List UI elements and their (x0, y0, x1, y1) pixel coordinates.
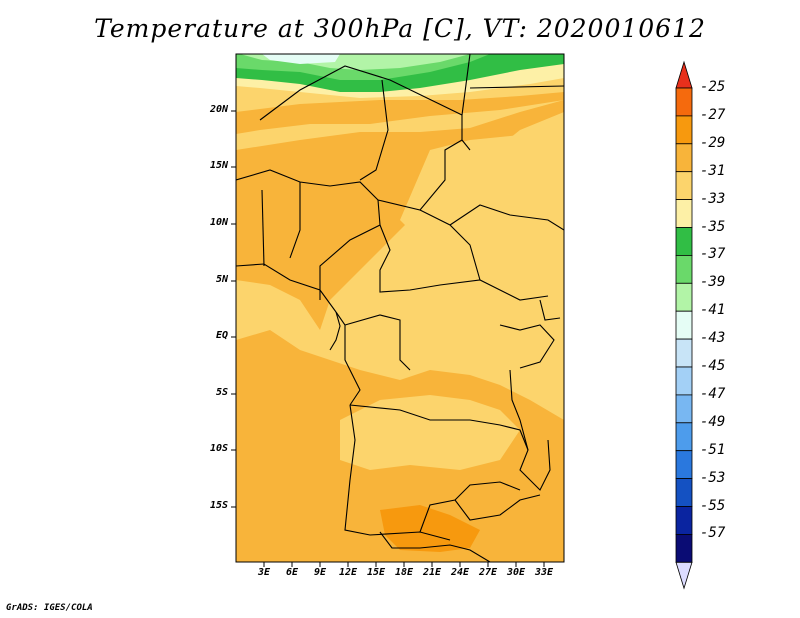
colorbar-box (675, 254, 693, 284)
lat-label: 10S (209, 443, 228, 454)
lon-label: 21E (422, 567, 442, 578)
colorbar-box (675, 115, 693, 145)
plot-title: Temperature at 300hPa [C], VT: 202001061… (94, 14, 706, 43)
lat-label: 5S (215, 387, 228, 398)
lat-label: 15S (209, 500, 228, 511)
lon-label: 12E (338, 567, 358, 578)
colorbar-tick-label: -51 (700, 441, 726, 458)
colorbar-tick-label: -31 (700, 162, 726, 179)
lon-label: 30E (506, 567, 526, 578)
lat-label: EQ (215, 330, 228, 341)
colorbar-box (675, 310, 693, 340)
lon-label: 15E (366, 567, 386, 578)
colorbar-tick-label: -57 (700, 525, 726, 542)
colorbar-box (675, 394, 693, 424)
lat-label: 20N (209, 104, 228, 115)
country-boundaries (236, 54, 564, 562)
colorbar (675, 60, 693, 590)
colorbar-box (675, 478, 693, 507)
lon-label: 9E (313, 567, 327, 578)
map-frame (235, 53, 565, 563)
colorbar-tick-label: -49 (700, 413, 726, 430)
footer-credit: GrADS: IGES/COLA (6, 603, 93, 613)
colorbar-tick-label: -39 (700, 274, 726, 291)
lat-label: 10N (209, 217, 228, 228)
colorbar-box (675, 282, 693, 312)
axis-ticks (231, 110, 545, 567)
lat-label: 5N (215, 274, 228, 285)
lon-label: 27E (478, 567, 498, 578)
colorbar-tick-label: -35 (700, 218, 726, 235)
lon-label: 3E (257, 567, 271, 578)
colorbar-top-triangle (675, 60, 693, 89)
lat-label: 15N (209, 160, 228, 171)
colorbar-tick-label: -43 (700, 330, 726, 347)
colorbar-box (675, 506, 693, 535)
lon-label: 18E (394, 567, 414, 578)
colorbar-tick-label: -47 (700, 385, 726, 402)
colorbar-tick-label: -27 (700, 106, 726, 123)
colorbar-tick-label: -55 (700, 497, 726, 514)
colorbar-tick-label: -29 (700, 134, 726, 151)
colorbar-tick-label: -53 (700, 469, 726, 486)
colorbar-box (675, 227, 693, 256)
colorbar-box (675, 87, 693, 117)
colorbar-box (675, 171, 693, 200)
colorbar-tick-label: -37 (700, 246, 726, 263)
colorbar-tick-label: -45 (700, 358, 726, 374)
colorbar-tick-label: -33 (700, 190, 726, 207)
lon-label: 33E (534, 567, 554, 578)
colorbar-bottom-triangle (675, 561, 693, 590)
colorbar-tick-label: -41 (700, 302, 726, 319)
colorbar-box (675, 366, 693, 396)
colorbar-box (675, 450, 693, 480)
colorbar-box (675, 338, 693, 368)
colorbar-box (675, 143, 693, 173)
lon-label: 6E (285, 567, 299, 578)
colorbar-box (675, 422, 693, 452)
colorbar-box (675, 199, 693, 228)
temperature-field (236, 54, 564, 562)
colorbar-tick-label: -25 (700, 79, 726, 95)
lon-label: 24E (450, 567, 470, 578)
colorbar-box (675, 534, 693, 563)
